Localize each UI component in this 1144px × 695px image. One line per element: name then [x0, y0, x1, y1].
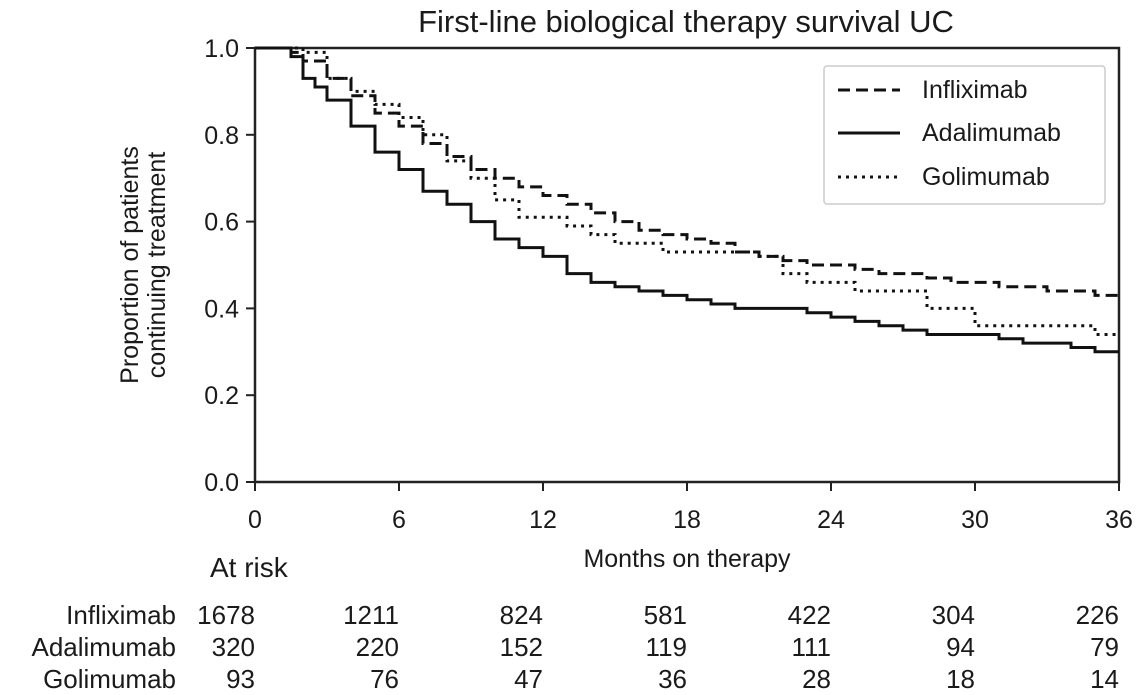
- at-risk-value: 226: [1076, 600, 1119, 630]
- legend-label-golimumab: Golimumab: [922, 163, 1050, 191]
- legend-label-adalimumab: Adalimumab: [922, 119, 1061, 147]
- y-axis-label-line2: continuing treatment: [143, 152, 171, 379]
- at-risk-value: 79: [1090, 632, 1119, 662]
- at-risk-value: 824: [500, 600, 543, 630]
- y-tick-label: 0.8: [204, 122, 239, 150]
- x-axis-label: Months on therapy: [583, 545, 791, 573]
- at-risk-value: 320: [212, 632, 255, 662]
- x-tick-label: 12: [529, 506, 557, 534]
- at-risk-value: 1211: [343, 600, 399, 630]
- at-risk-value: 152: [500, 632, 543, 662]
- legend: Infliximab Adalimumab Golimumab: [823, 65, 1106, 205]
- y-tick-label: 0.0: [204, 469, 239, 497]
- at-risk-value: 28: [802, 664, 831, 694]
- at-risk-value: 1678: [197, 600, 255, 630]
- at-risk-value: 14: [1090, 664, 1119, 694]
- at-risk-value: 18: [946, 664, 975, 694]
- at-risk-value: 581: [644, 600, 687, 630]
- at-risk-value: 93: [226, 664, 255, 694]
- at-risk-value: 36: [658, 664, 687, 694]
- y-tick-label: 1.0: [204, 35, 239, 63]
- at-risk-value: 304: [932, 600, 975, 630]
- x-tick-label: 24: [817, 506, 845, 534]
- at-risk-value: 422: [788, 600, 831, 630]
- at-risk-table: Infliximab 1678 1211 824 581 422 304 226 Adalimu…: [31, 600, 1119, 694]
- y-axis-label-line1: Proportion of patients: [116, 146, 144, 384]
- at-risk-value: 76: [370, 664, 399, 694]
- at-risk-row-name: Adalimumab: [31, 632, 176, 662]
- x-tick-label: 0: [248, 506, 262, 534]
- at-risk-value: 111: [791, 632, 831, 662]
- series-line-adalimumab: [255, 46, 1119, 354]
- at-risk-value: 94: [946, 632, 975, 662]
- at-risk-heading: At risk: [210, 552, 289, 583]
- at-risk-value: 119: [646, 632, 687, 662]
- chart-title: First-line biological therapy survival U…: [418, 4, 954, 39]
- x-tick-label: 18: [673, 506, 701, 534]
- series-lines: [255, 46, 1119, 354]
- y-tick-label: 0.4: [204, 295, 239, 323]
- at-risk-value: 47: [514, 664, 543, 694]
- x-tick-label: 6: [392, 506, 406, 534]
- at-risk-row-name: Golimumab: [43, 664, 176, 694]
- x-axis: 0 6 12 18 24 30 36: [248, 482, 1133, 534]
- legend-label-infliximab: Infliximab: [922, 76, 1028, 104]
- y-tick-label: 0.2: [204, 382, 239, 410]
- y-tick-label: 0.6: [204, 209, 239, 237]
- x-tick-label: 30: [961, 506, 989, 534]
- legend-box: [823, 65, 1106, 205]
- x-tick-label: 36: [1105, 506, 1133, 534]
- at-risk-row-name: Infliximab: [66, 600, 176, 630]
- y-axis: 0.0 0.2 0.4 0.6 0.8 1.0: [204, 35, 255, 497]
- at-risk-value: 220: [356, 632, 399, 662]
